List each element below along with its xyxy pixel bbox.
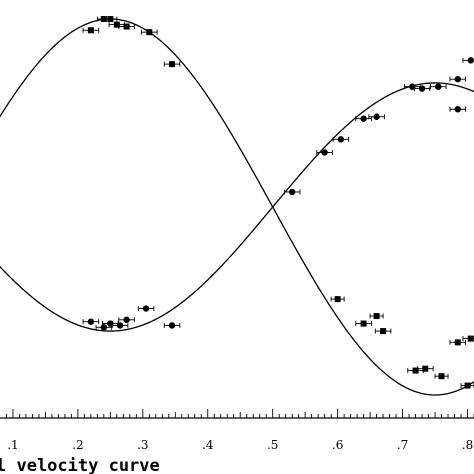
data-point-circle: [163, 322, 181, 329]
x-tick-label: .4: [202, 438, 214, 452]
circle-marker: [454, 75, 461, 83]
data-point-circle: [82, 318, 100, 325]
circle-marker: [373, 113, 380, 120]
circle-marker: [116, 322, 124, 329]
fit-curve-2: [0, 82, 474, 332]
data-point-square: [330, 296, 345, 303]
data-point-circle: [462, 57, 474, 64]
data-point-square: [163, 61, 181, 68]
square-marker: [467, 335, 474, 342]
data-point-circle: [111, 322, 129, 329]
circle-marker: [288, 188, 296, 196]
square-marker: [87, 27, 94, 34]
data-point-circle: [118, 316, 135, 323]
data-points: [82, 16, 474, 389]
data-point-square: [417, 365, 434, 372]
circle-marker: [418, 85, 426, 92]
square-marker: [454, 339, 461, 346]
square-marker: [334, 296, 341, 303]
square-marker: [438, 373, 445, 380]
square-marker: [146, 29, 153, 36]
circle-marker: [142, 305, 150, 312]
data-point-circle: [332, 136, 350, 143]
square-marker: [113, 21, 120, 28]
x-tick-label: .3: [137, 438, 148, 452]
circle-marker: [435, 83, 442, 90]
data-point-circle: [137, 305, 155, 312]
square-marker: [422, 365, 429, 372]
circle-marker: [454, 106, 461, 113]
data-point-square: [369, 313, 384, 320]
square-marker: [107, 16, 114, 22]
data-point-square: [355, 320, 372, 327]
circle-marker: [321, 149, 328, 156]
data-point-square: [141, 29, 158, 36]
data-point-circle: [316, 149, 333, 156]
x-tick-label: .7: [397, 438, 408, 452]
square-marker: [380, 328, 387, 335]
circle-marker: [100, 324, 108, 331]
square-marker: [360, 320, 367, 327]
square-marker: [169, 61, 176, 68]
x-tick-label: .1: [7, 438, 18, 452]
data-point-circle: [368, 113, 385, 120]
data-point-circle: [283, 188, 301, 196]
data-point-circle: [449, 75, 467, 83]
data-point-square: [462, 335, 474, 342]
square-marker: [373, 313, 380, 320]
data-point-circle: [449, 106, 467, 113]
square-marker: [464, 382, 471, 389]
data-point-square: [82, 27, 100, 34]
circle-marker: [360, 115, 367, 122]
data-point-square: [460, 382, 474, 389]
chart-caption: l velocity curve: [0, 456, 160, 474]
x-tick-label: .8: [462, 438, 473, 452]
circle-marker: [467, 57, 474, 64]
x-tick-label: .6: [332, 438, 343, 452]
square-marker: [123, 23, 130, 30]
data-point-circle: [430, 83, 447, 90]
x-axis-ticks: .1 .2 .3 .4 .5 .6 .7 .8: [5, 409, 474, 452]
data-point-square: [118, 23, 135, 30]
circle-marker: [337, 136, 345, 143]
data-point-square: [434, 373, 449, 380]
data-point-square: [103, 16, 118, 22]
x-tick-label: .2: [72, 438, 83, 452]
x-tick-label: .5: [267, 438, 278, 452]
circle-marker: [168, 322, 176, 329]
data-point-square: [374, 328, 392, 335]
circle-marker: [123, 316, 130, 323]
fit-curves: [0, 18, 474, 396]
fit-curve-1: [0, 18, 474, 396]
square-marker: [412, 367, 419, 374]
data-point-square: [449, 339, 467, 346]
circle-marker: [87, 318, 95, 325]
data-point-circle: [413, 85, 431, 92]
